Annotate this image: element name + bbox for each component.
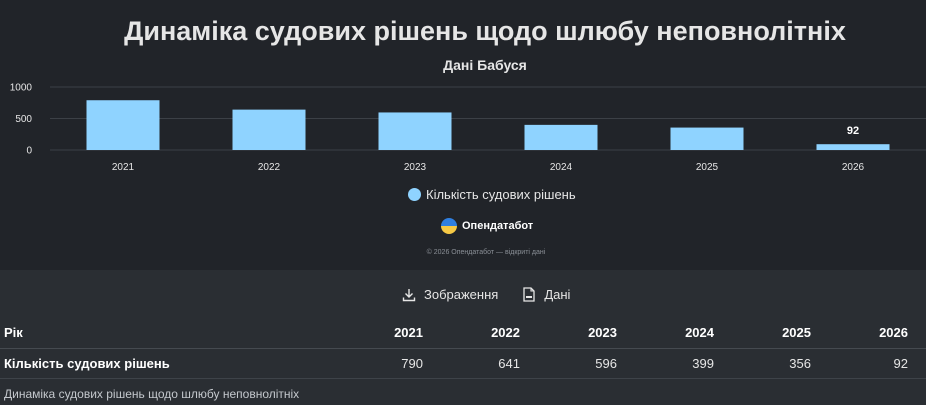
brand[interactable]: Опендатабот: [441, 218, 533, 234]
bar: [86, 100, 160, 150]
data-label: 92: [847, 125, 859, 137]
bar: [670, 127, 744, 150]
x-tick-label: 2024: [550, 162, 573, 173]
table-header-label: Рік: [0, 318, 344, 349]
bar: [378, 112, 452, 150]
table-header-year: 2023: [538, 318, 635, 349]
bar: [232, 109, 306, 150]
chart-panel: Динаміка судових рішень щодо шлюбу непов…: [9, 16, 926, 256]
table-caption: Динаміка судових рішень щодо шлюбу непов…: [4, 387, 300, 401]
data-labels: 92: [847, 125, 859, 137]
table-cell: 399: [635, 348, 732, 379]
brand-name: Опендатабот: [462, 220, 534, 232]
chart-grid: [50, 86, 926, 151]
table-cell: 641: [441, 348, 538, 379]
chart-title: Динаміка судових рішень щодо шлюбу непов…: [124, 16, 846, 46]
table-cell: 92: [829, 348, 926, 379]
download-image-button[interactable]: Зображення: [402, 287, 498, 302]
y-axis-ticks: 0 500 1000: [10, 83, 33, 157]
table-cell: 356: [732, 348, 829, 379]
legend-item[interactable]: Кількість судових рішень: [408, 187, 576, 202]
x-tick-label: 2022: [258, 162, 281, 173]
download-data-label: Дані: [544, 287, 571, 302]
copyright-text: © 2026 Опендатабот — відкриті дані: [426, 249, 546, 256]
data-table: Рік 2021 2022 2023 2024 2025 2026 Кількість с…: [0, 318, 926, 379]
bar-chart: 0 500 1000 2021 2022 2023 2024 2025 2026 92: [10, 83, 926, 173]
table-header-year: 2026: [829, 318, 926, 349]
bar: [816, 144, 890, 150]
bar: [524, 124, 598, 150]
y-tick-label: 0: [26, 146, 32, 157]
legend-marker: [408, 188, 421, 201]
table-row-label: Кількість судових рішень: [0, 348, 344, 379]
chart-subtitle: Дані Бабуся: [443, 57, 527, 73]
table-cell: 790: [344, 348, 441, 379]
brand-logo-icon: [441, 218, 457, 234]
chart-actions: Зображення Дані: [402, 287, 570, 302]
x-tick-label: 2023: [404, 162, 427, 173]
x-axis-ticks: 2021 2022 2023 2024 2025 2026: [112, 162, 865, 173]
table-header-row: Рік 2021 2022 2023 2024 2025 2026: [0, 318, 926, 349]
x-tick-label: 2025: [696, 162, 719, 173]
table-header-year: 2022: [441, 318, 538, 349]
x-tick-label: 2026: [842, 162, 865, 173]
table-cell: 596: [538, 348, 635, 379]
y-tick-label: 1000: [10, 83, 33, 94]
download-image-label: Зображення: [424, 287, 499, 302]
download-data-button[interactable]: Дані: [522, 287, 570, 302]
csv-file-icon: [523, 287, 535, 302]
download-icon: [402, 288, 416, 301]
x-tick-label: 2021: [112, 162, 135, 173]
legend-label: Кількість судових рішень: [426, 187, 576, 202]
table-header-year: 2021: [344, 318, 441, 349]
table-row: Кількість судових рішень 790 641 596 399 356…: [0, 348, 926, 379]
table-header-year: 2025: [732, 318, 829, 349]
table-header-year: 2024: [635, 318, 732, 349]
bars: [86, 100, 890, 150]
y-tick-label: 500: [15, 114, 32, 125]
